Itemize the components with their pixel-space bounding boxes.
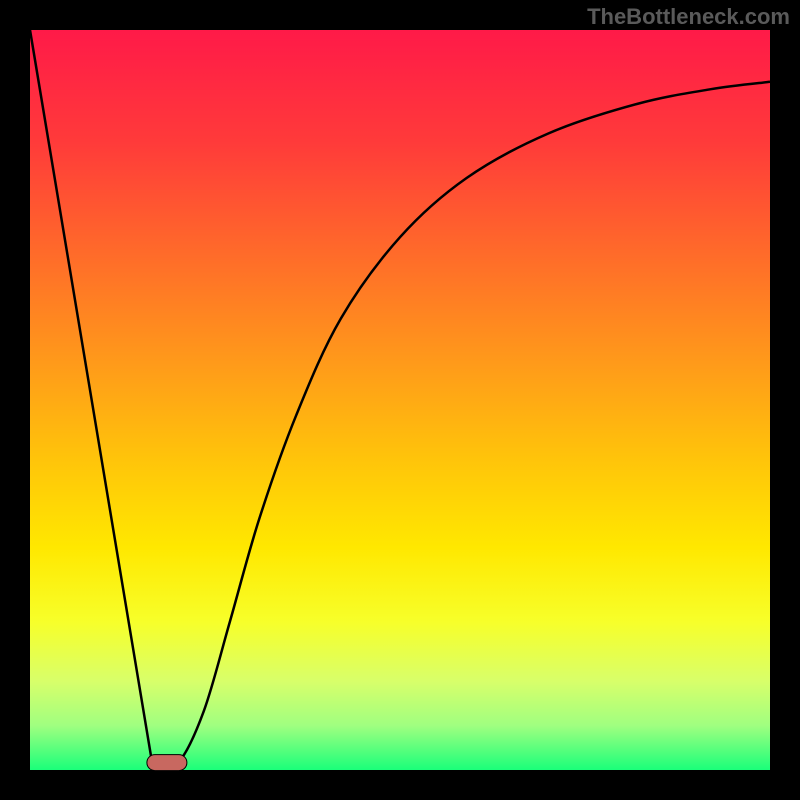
bottleneck-chart [0,0,800,800]
chart-container: TheBottleneck.com [0,0,800,800]
plot-area [30,30,770,770]
watermark-text: TheBottleneck.com [587,4,790,30]
optimal-marker [147,755,187,771]
